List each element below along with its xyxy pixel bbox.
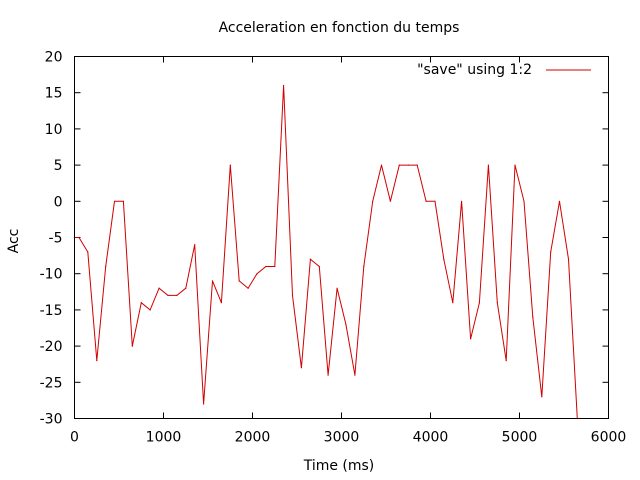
data-point [416, 164, 418, 166]
data-point [452, 302, 454, 304]
x-tick-label: 3000 [324, 430, 360, 446]
data-point [567, 258, 570, 260]
y-tick-label: 0 [54, 194, 63, 210]
data-point [372, 200, 374, 202]
data-point [550, 251, 552, 253]
data-point [167, 294, 169, 296]
data-point [158, 287, 160, 289]
data-point [309, 258, 311, 260]
data-point [176, 294, 178, 296]
data-point [470, 338, 472, 340]
data-point [220, 302, 222, 304]
data-point [380, 164, 383, 166]
x-tick-label: 1000 [146, 430, 182, 446]
x-tick-label: 2000 [235, 430, 271, 446]
data-point [300, 367, 302, 369]
x-tick-label: 5000 [502, 430, 538, 446]
y-tick-label: -5 [49, 231, 63, 247]
data-point [345, 323, 347, 325]
data-point [327, 374, 329, 376]
data-point [354, 374, 356, 376]
x-axis-label: Time (ms) [303, 458, 375, 474]
data-point [203, 403, 205, 405]
data-point [505, 360, 507, 362]
data-point [229, 164, 231, 166]
y-tick-label: 10 [45, 122, 63, 138]
data-point [291, 294, 294, 296]
data-point [425, 200, 427, 202]
data-point [532, 316, 534, 318]
data-point [149, 309, 151, 311]
data-point [541, 396, 543, 398]
data-point [514, 164, 516, 166]
y-tick-label: -25 [40, 375, 63, 391]
data-point [558, 200, 561, 202]
data-point [487, 164, 489, 166]
y-tick-label: -20 [40, 339, 63, 355]
data-point [461, 200, 463, 202]
data-point [274, 265, 276, 268]
data-point [87, 251, 89, 253]
data-point [211, 280, 214, 282]
x-tick-label: 4000 [413, 430, 449, 446]
x-tick-label: 6000 [591, 430, 627, 446]
data-point [478, 302, 480, 304]
data-point [122, 200, 124, 202]
y-tick-label: -10 [40, 267, 63, 283]
y-tick-label: -15 [40, 303, 63, 319]
data-point [194, 244, 196, 246]
data-point [318, 265, 320, 268]
legend: "save" using 1:2 [417, 62, 591, 78]
data-point [336, 287, 338, 289]
data-point [283, 84, 285, 87]
data-point [496, 302, 498, 304]
data-point [265, 265, 267, 268]
x-tick-label: 0 [70, 430, 79, 446]
data-point [247, 287, 249, 289]
data-point [407, 164, 409, 166]
data-point [78, 236, 80, 239]
legend-label: "save" using 1:2 [417, 62, 532, 78]
y-axis-label: Acc [6, 229, 22, 254]
y-tick-label: -30 [40, 412, 63, 428]
data-point [238, 280, 240, 282]
data-point [113, 200, 116, 202]
data-point [96, 360, 98, 362]
data-point [389, 200, 391, 202]
data-point [443, 258, 445, 260]
series-line-0 [74, 85, 578, 419]
axis-ticks: 0 1000 2000 3000 4000 5000 6000 20 15 10 5 0 -5 -10 -1… [40, 50, 627, 446]
data-point [398, 164, 400, 166]
data-point [105, 265, 107, 268]
data-point [140, 302, 142, 304]
plot-frame [74, 56, 609, 419]
data-point [434, 200, 436, 202]
data-point [131, 345, 133, 347]
data-point [256, 273, 258, 275]
y-tick-label: 15 [45, 86, 63, 102]
data-point [523, 200, 525, 202]
plot-area [73, 84, 578, 420]
data-point [185, 287, 187, 289]
y-tick-label: 5 [54, 158, 63, 174]
data-point [363, 265, 365, 268]
chart-title: Acceleration en fonction du temps [219, 20, 460, 36]
y-tick-label: 20 [45, 50, 63, 66]
